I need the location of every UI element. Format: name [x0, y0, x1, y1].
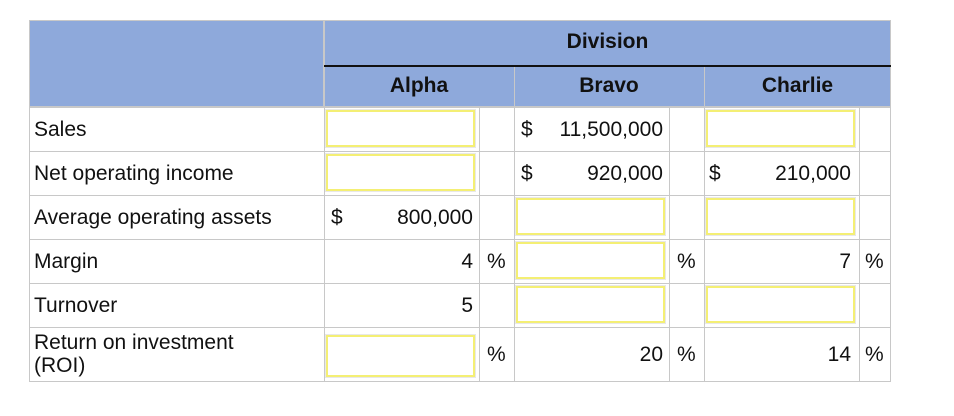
- column-header-bravo: Bravo: [579, 74, 639, 97]
- alpha-roi-input[interactable]: [325, 334, 476, 378]
- alpha-roi-unit: %: [487, 343, 506, 366]
- column-header-charlie: Charlie: [761, 74, 834, 97]
- alpha-margin-value: 4: [461, 250, 473, 273]
- grid-border: [890, 107, 891, 382]
- charlie-margin-value: 7: [839, 250, 851, 273]
- bravo-assets-input[interactable]: [515, 197, 666, 236]
- header-col-divider: [514, 67, 515, 107]
- row-divider: [29, 327, 891, 328]
- charlie-assets-input[interactable]: [705, 197, 856, 236]
- row-divider: [29, 239, 891, 240]
- bravo-noi-value: 920,000: [587, 162, 663, 185]
- alpha-sales-input[interactable]: [325, 109, 476, 148]
- grid-border: [669, 107, 670, 382]
- row-label-roi: Return on investment (ROI): [34, 331, 234, 377]
- row-divider: [29, 195, 891, 196]
- alpha-turnover-value: 5: [461, 294, 473, 317]
- row-label-turnover: Turnover: [34, 294, 118, 317]
- bravo-sales-value: 11,500,000: [559, 118, 663, 141]
- division-heading: Division: [566, 30, 649, 53]
- charlie-roi-unit: %: [865, 343, 884, 366]
- column-header-alpha: Alpha: [389, 74, 449, 97]
- bravo-margin-unit: %: [677, 250, 696, 273]
- grid-border: [479, 107, 480, 382]
- grid-border: [514, 107, 515, 382]
- charlie-margin-unit: %: [865, 250, 884, 273]
- row-label-margin: Margin: [34, 250, 99, 273]
- bravo-sales-currency: $: [521, 118, 533, 141]
- row-label-roi-line1: Return on investment: [34, 331, 234, 354]
- alpha-assets-value: 800,000: [397, 206, 473, 229]
- row-label-sales: Sales: [34, 118, 87, 141]
- division-underline: [324, 65, 891, 67]
- row-label-roi-line2: (ROI): [34, 354, 86, 377]
- grid-border: [859, 107, 860, 382]
- grid-border: [29, 107, 30, 382]
- bravo-roi-unit: %: [677, 343, 696, 366]
- grid-border: [704, 107, 705, 382]
- row-divider: [29, 151, 891, 152]
- charlie-roi-value: 14: [827, 343, 851, 366]
- bravo-roi-value: 20: [639, 343, 663, 366]
- alpha-noi-input[interactable]: [325, 153, 476, 192]
- header-division-cell: [324, 20, 891, 107]
- header-col-divider: [704, 67, 705, 107]
- row-divider: [29, 381, 891, 382]
- bravo-turnover-input[interactable]: [515, 285, 666, 324]
- bravo-margin-input[interactable]: [515, 241, 666, 280]
- alpha-margin-unit: %: [487, 250, 506, 273]
- row-divider: [29, 107, 891, 108]
- alpha-assets-currency: $: [331, 206, 343, 229]
- header-blank-cell: [29, 20, 324, 107]
- roi-table: Division Alpha Bravo Charlie Sales $ 11,…: [29, 20, 891, 382]
- row-label-average-operating-assets: Average operating assets: [34, 206, 272, 229]
- row-divider: [29, 283, 891, 284]
- charlie-sales-input[interactable]: [705, 109, 856, 148]
- bravo-noi-currency: $: [521, 162, 533, 185]
- charlie-noi-value: 210,000: [775, 162, 851, 185]
- grid-border: [324, 107, 325, 382]
- charlie-turnover-input[interactable]: [705, 285, 856, 324]
- charlie-noi-currency: $: [709, 162, 721, 185]
- row-label-net-operating-income: Net operating income: [34, 162, 234, 185]
